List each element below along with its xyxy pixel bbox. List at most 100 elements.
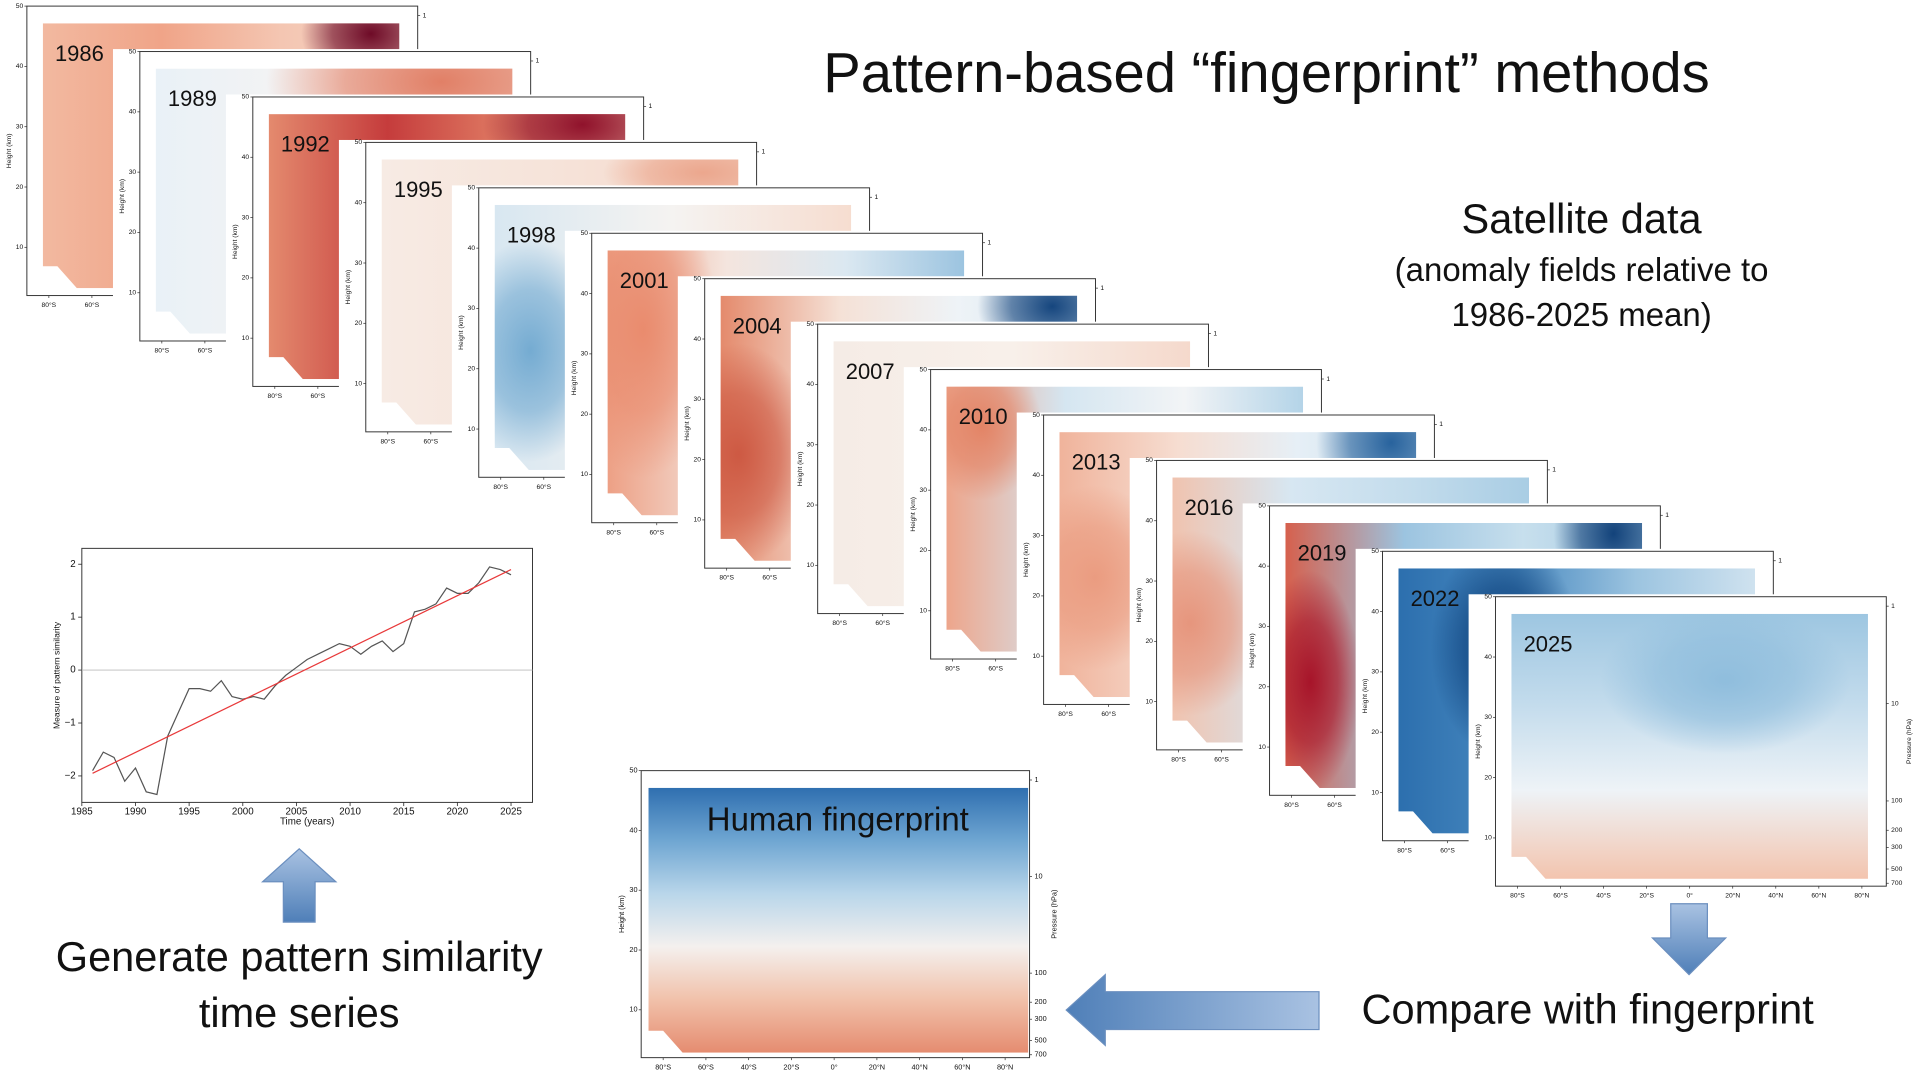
field-feature: [1600, 613, 1851, 755]
y2-tick-label: 1: [1034, 775, 1038, 784]
y2-tick-label: 1: [1213, 330, 1217, 337]
x-tick-label: 80°S: [719, 574, 734, 582]
field-feature: [1172, 530, 1266, 717]
left-arrow: [1065, 973, 1320, 1047]
y2-tick-label: 300: [1891, 844, 1902, 851]
y2-tick-label: 1: [1552, 467, 1556, 474]
y-tick-label: 40: [629, 825, 637, 834]
y-tick-label: 40: [807, 381, 815, 388]
y-axis-label: Height (km): [1136, 588, 1143, 623]
y-tick-label: 50: [1032, 412, 1040, 419]
x-tick-label: 20°N: [869, 1062, 885, 1071]
y-tick-label: 20: [1032, 593, 1040, 600]
y2-tick-label: 100: [1891, 798, 1902, 805]
year-label: 1992: [281, 132, 330, 157]
x-tick-label: 40°S: [1596, 892, 1611, 900]
y-tick-label: −2: [65, 771, 76, 782]
panel-stack: 80°S60°S40°S20°S0°20°N40°N60°N80°N102030…: [6, 2, 1913, 909]
y-axis-label: Height (km): [119, 179, 126, 214]
y-tick-label: 10: [581, 471, 589, 478]
similarity-chart: 1985 1990 1995 2000 2005 2010 2015 2020 2025 −2 −1…: [52, 547, 533, 828]
y-tick-label: 10: [1032, 653, 1040, 660]
y-tick-label: 50: [629, 766, 637, 775]
fingerprint-title: Human fingerprint: [707, 801, 969, 838]
y-tick-label: 50: [581, 230, 589, 237]
subtitle-note: (anomaly fields relative to: [1395, 251, 1769, 288]
y-axis-label: Height (km): [910, 497, 917, 532]
y-tick-label: 30: [629, 885, 637, 894]
x-tick-label: 80°N: [1854, 892, 1869, 900]
y-tick-label: 30: [129, 169, 137, 176]
year-label: 1989: [168, 86, 217, 111]
x-tick-label: 60°S: [988, 665, 1003, 673]
year-label: 2004: [733, 313, 782, 338]
y-tick-label: 50: [1484, 593, 1492, 600]
field-feature: [1285, 570, 1361, 788]
y-tick-label: 30: [694, 396, 702, 403]
y-tick-label: 30: [581, 351, 589, 358]
y-tick-label: 20: [629, 945, 637, 954]
y2-tick-label: 1: [874, 194, 878, 201]
x-tick-label: 80°S: [1058, 710, 1073, 718]
y-tick-label: 50: [355, 139, 363, 146]
y-tick-label: 30: [1032, 532, 1040, 539]
y2-tick-label: 500: [1034, 1036, 1046, 1045]
y-tick-label: 30: [1145, 578, 1153, 585]
year-label: 2007: [846, 359, 895, 384]
x-tick-label: 0°: [1686, 892, 1693, 900]
y-tick-label: 1: [70, 612, 75, 623]
year-label: 1998: [507, 223, 556, 248]
up-arrow: [260, 847, 338, 923]
y-axis-label: Height (km): [684, 406, 691, 441]
y-axis-label: Height (km): [1249, 633, 1256, 668]
y-tick-label: 40: [1258, 563, 1266, 570]
x-tick-label: 60°S: [536, 483, 551, 491]
y-tick-label: 10: [129, 290, 137, 297]
x-tick-label: 2010: [339, 807, 361, 818]
x-tick-label: 60°S: [198, 347, 213, 355]
x-tick-label: 20°S: [783, 1062, 799, 1071]
y-tick-label: 40: [919, 427, 927, 434]
y-tick-label: 50: [242, 94, 250, 101]
x-tick-label: 40°S: [741, 1062, 757, 1071]
y-tick-label: 0: [70, 665, 76, 676]
y-tick-label: 30: [242, 214, 250, 221]
y-axis-label: Height (km): [617, 895, 626, 933]
x-tick-label: 40°N: [1768, 892, 1783, 900]
y-tick-label: 10: [694, 517, 702, 524]
y-axis-label: Height (km): [6, 134, 13, 169]
y-tick-label: 10: [629, 1005, 637, 1014]
x-tick-label: 80°N: [997, 1062, 1013, 1071]
y-tick-label: 50: [1371, 548, 1379, 555]
y2-tick-label: 10: [1034, 872, 1042, 881]
x-tick-label: 60°S: [85, 301, 100, 309]
y-axis-label: Height (km): [1362, 679, 1369, 714]
x-tick-label: 80°S: [832, 619, 847, 627]
y-axis-label: Height (km): [1475, 724, 1482, 759]
panel-frame: [640, 770, 1031, 1059]
y2-tick-label: 700: [1891, 880, 1902, 887]
y2-tick-label: 1: [1891, 603, 1895, 610]
y-tick-label: 40: [694, 336, 702, 343]
y-tick-label: 20: [129, 229, 137, 236]
y-tick-label: 40: [1145, 517, 1153, 524]
x-tick-label: 40°N: [911, 1062, 927, 1071]
x-tick-label: 60°S: [1101, 710, 1116, 718]
y-axis-label: Height (km): [797, 452, 804, 487]
contour-panel: 80°S 60°S 40°S 20°S 0° 20°N 40°N 60°N 80°N 10 20 30…: [1468, 593, 1913, 909]
field-feature: [720, 343, 814, 561]
y-tick-label: 10: [468, 426, 476, 433]
y-tick-label: 10: [1258, 744, 1266, 751]
x-tick-label: 1995: [178, 807, 200, 818]
x-tick-label: 80°S: [493, 483, 508, 491]
x-tick-label: 60°S: [1327, 801, 1342, 809]
y-tick-label: 20: [242, 275, 250, 282]
y-tick-label: 30: [468, 305, 476, 312]
y-axis-label: Height (km): [458, 315, 465, 350]
year-label: 2010: [959, 404, 1008, 429]
x-axis-label: Time (years): [280, 817, 334, 828]
year-label: 2019: [1298, 541, 1347, 566]
y-tick-label: 50: [919, 366, 927, 373]
